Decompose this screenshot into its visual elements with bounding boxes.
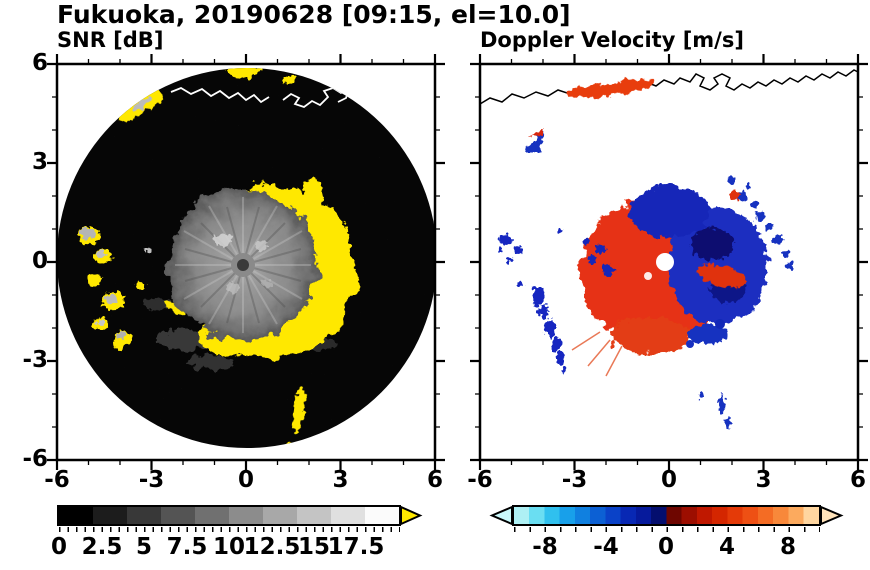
doppler-under-arrow (489, 505, 513, 526)
blue-flecks-west-edge (583, 239, 614, 276)
nw-small-patch (524, 128, 544, 152)
cbar-label: 12.5 (243, 534, 301, 560)
cbar-label: 15 (297, 534, 331, 560)
precip-echo-gray (169, 189, 317, 341)
blue-specks-ne (728, 176, 793, 269)
x-tick-label: 6 (426, 467, 444, 493)
x-tick-label: 0 (237, 467, 255, 493)
doppler-panel-title: Doppler Velocity [m/s] (480, 28, 744, 52)
blue-cells-west (498, 227, 567, 373)
x-tick-label: -3 (561, 467, 588, 493)
cbar-label: 5 (135, 534, 153, 560)
snr-scan-area (57, 68, 435, 448)
x-tick-label: 3 (332, 467, 349, 493)
y-tick-label: 6 (31, 50, 48, 76)
x-tick-label: 6 (849, 467, 867, 493)
negative-velocity-blue-north (630, 186, 710, 238)
doppler-colorbar (512, 505, 821, 526)
snr-panel-plot (47, 54, 445, 470)
snr-colorbar-ticks (59, 527, 400, 532)
y-tick-label: 0 (31, 248, 48, 274)
cbar-label: 2.5 (81, 534, 123, 560)
snr-colorbar (57, 505, 401, 526)
red-streaks-sw (571, 331, 623, 377)
coastline-black (480, 69, 858, 105)
x-tick-label: 0 (660, 467, 678, 493)
doppler-echo (571, 176, 793, 377)
y-tick-label: -3 (22, 347, 48, 373)
doppler-minor-ticks (475, 59, 863, 465)
cbar-label: 7.5 (166, 534, 208, 560)
snr-over-arrow (400, 505, 423, 526)
doppler-major-ticks (470, 54, 868, 470)
west-cell-cluster (78, 227, 152, 350)
doppler-over-arrow (820, 505, 844, 526)
coastal-red-band (565, 79, 655, 99)
cbar-label: 0 (50, 534, 68, 560)
snr-major-ticks (47, 54, 445, 470)
cbar-label: 0 (657, 534, 675, 560)
cbar-label: -4 (593, 534, 619, 560)
figure-title: Fukuoka, 20190628 [09:15, el=10.0] (57, 0, 571, 29)
north-edge-patches (118, 68, 295, 123)
x-tick-label: 3 (755, 467, 772, 493)
snr-panel-title: SNR [dB] (57, 28, 164, 52)
cbar-label: 4 (718, 534, 736, 560)
snr-minor-ticks (52, 59, 440, 465)
y-tick-label: 3 (31, 149, 48, 175)
cbar-label: 8 (779, 534, 797, 560)
blue-streaks-se (698, 394, 731, 430)
doppler-colorbar-ticks (514, 527, 820, 532)
x-tick-label: -3 (138, 467, 165, 493)
cbar-label: -8 (532, 534, 558, 560)
y-tick-label: -6 (22, 446, 48, 472)
cbar-label: 17.5 (327, 534, 385, 560)
radar-location-dot (656, 253, 674, 271)
cbar-label: 10 (212, 534, 246, 560)
radar-center-dot (237, 259, 249, 271)
x-tick-label: -6 (44, 467, 70, 493)
doppler-panel-plot (470, 54, 868, 470)
doppler-scan-area (480, 69, 858, 430)
x-tick-label: -6 (467, 467, 493, 493)
